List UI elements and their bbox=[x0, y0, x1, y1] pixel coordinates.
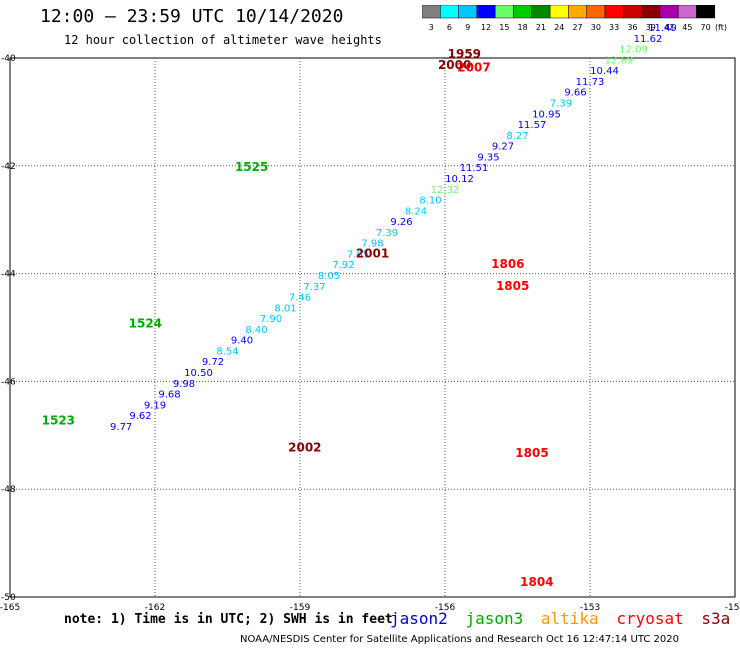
wave-height-label: 11.73 bbox=[576, 77, 605, 88]
pass-time-label: 1523 bbox=[42, 414, 75, 428]
legend-s3a: s3a bbox=[701, 609, 731, 628]
wave-height-label: 8.05 bbox=[318, 271, 340, 282]
wave-height-label: 11.57 bbox=[518, 120, 547, 131]
wave-height-label: 8.24 bbox=[405, 206, 427, 217]
colorbar-tick-label: 70 bbox=[701, 23, 711, 32]
wave-height-label: 11.49 bbox=[648, 23, 677, 34]
satellite-legend: jason2 jason3 altika cryosat s3a bbox=[390, 609, 738, 628]
wave-height-label: 7.39 bbox=[550, 99, 572, 110]
colorbar-tick-label: 9 bbox=[465, 23, 470, 32]
wave-height-label: 9.40 bbox=[231, 336, 253, 347]
wave-height-label: 10.95 bbox=[532, 109, 561, 120]
color-swatch bbox=[696, 5, 716, 19]
colorbar-tick-label: 18 bbox=[518, 23, 528, 32]
colorbar-tick-label: 6 bbox=[447, 23, 452, 32]
x-tick-label: -150 bbox=[725, 603, 740, 613]
wave-height-label: 7.98 bbox=[361, 239, 383, 250]
colorbar-tick-label: 3 bbox=[429, 23, 434, 32]
wave-height-label: 8.10 bbox=[419, 196, 441, 207]
footer-credit: NOAA/NESDIS Center for Satellite Applica… bbox=[240, 634, 679, 645]
wave-height-label: 9.27 bbox=[492, 142, 514, 153]
pass-time-label: 2002 bbox=[288, 440, 321, 454]
wave-height-label: 9.72 bbox=[202, 357, 224, 368]
wave-height-label: 9.19 bbox=[144, 400, 166, 411]
wave-height-label: 11.62 bbox=[634, 34, 663, 45]
wave-height-label: 7.90 bbox=[260, 314, 282, 325]
y-tick-label: -42 bbox=[1, 162, 16, 172]
x-tick-label: -153 bbox=[580, 603, 600, 613]
wave-height-label: 10.44 bbox=[590, 66, 619, 77]
footer-note: note: 1) Time is in UTC; 2) SWH is in fe… bbox=[64, 612, 393, 627]
chart-subtitle: 12 hour collection of altimeter wave hei… bbox=[64, 33, 382, 47]
y-tick-label: -46 bbox=[1, 377, 16, 387]
y-tick-label: -48 bbox=[1, 485, 16, 495]
x-tick-label: -159 bbox=[290, 603, 311, 613]
y-tick-label: -44 bbox=[1, 270, 16, 280]
wave-height-label: 9.62 bbox=[129, 411, 151, 422]
x-tick-label: -162 bbox=[145, 603, 165, 613]
colorbar-unit-label: (ft) bbox=[715, 23, 727, 32]
colorbar-tick-label: 42 bbox=[664, 23, 674, 32]
colorbar-tick-label: 27 bbox=[572, 23, 582, 32]
wave-height-label: 8.40 bbox=[245, 325, 267, 336]
wave-height-label: 10.50 bbox=[184, 368, 213, 379]
colorbar-tick-label: 30 bbox=[591, 23, 601, 32]
wave-height-label: 11.51 bbox=[460, 163, 489, 174]
wave-height-label: 9.68 bbox=[158, 390, 180, 401]
wave-height-label: 7.46 bbox=[289, 293, 311, 304]
wave-height-label: 7.65 bbox=[347, 249, 369, 260]
pass-time-label: 2007 bbox=[457, 60, 490, 74]
colorbar-tick-label: 15 bbox=[499, 23, 509, 32]
chart-title: 12:00 – 23:59 UTC 10/14/2020 bbox=[40, 6, 344, 27]
colorbar-tick-label: 21 bbox=[536, 23, 546, 32]
wave-height-label: 7.39 bbox=[376, 228, 398, 239]
pass-time-label: 1805 bbox=[515, 446, 548, 460]
colorbar-tick-label: 36 bbox=[627, 23, 637, 32]
colorbar-tick-label: 33 bbox=[609, 23, 619, 32]
wave-height-label: 8.01 bbox=[274, 303, 296, 314]
wave-height-label: 12.32 bbox=[431, 185, 460, 196]
pass-time-label: 2000 bbox=[438, 58, 471, 72]
colorbar-tick-label: 24 bbox=[554, 23, 564, 32]
legend-jason2: jason2 bbox=[390, 609, 448, 628]
wave-height-label: 12.69 bbox=[605, 55, 634, 66]
wave-height-label: 9.77 bbox=[110, 422, 132, 433]
colorbar-tick-label: 12 bbox=[481, 23, 491, 32]
wave-height-label: 10.12 bbox=[445, 174, 474, 185]
pass-time-label: 1804 bbox=[520, 575, 553, 589]
x-tick-label: -156 bbox=[435, 603, 456, 613]
pass-time-label: 1524 bbox=[129, 317, 162, 331]
pass-time-label: 1959 bbox=[448, 47, 481, 61]
pass-time-label: 1805 bbox=[496, 279, 529, 293]
legend-altika: altika bbox=[540, 609, 599, 628]
wave-height-label: 9.35 bbox=[477, 152, 499, 163]
plot-frame bbox=[9, 57, 736, 598]
pass-time-label: 2001 bbox=[356, 246, 389, 260]
colorbar-tick-label: 39 bbox=[646, 23, 656, 32]
wave-height-label: 7.37 bbox=[303, 282, 325, 293]
wave-height-label: 8.27 bbox=[506, 131, 528, 142]
colorbar-tick-label: 45 bbox=[682, 23, 692, 32]
pass-time-label: 1525 bbox=[235, 160, 268, 174]
y-tick-label: -50 bbox=[1, 593, 16, 603]
wave-height-label: 9.66 bbox=[564, 88, 586, 99]
y-tick-label: -40 bbox=[1, 54, 16, 64]
wave-height-label: 12.09 bbox=[619, 45, 648, 56]
color-scale-legend: 3 6 9 12 15 18 21 24 27 30 33 36 39 42 45 70 (ft) bbox=[422, 5, 727, 32]
wave-height-label: 7.92 bbox=[332, 260, 354, 271]
wave-height-label: 9.26 bbox=[390, 217, 412, 228]
legend-cryosat: cryosat bbox=[616, 609, 684, 628]
wave-height-label: 8.54 bbox=[216, 346, 238, 357]
legend-jason3: jason3 bbox=[465, 609, 524, 628]
x-tick-label: -165 bbox=[0, 603, 20, 613]
pass-time-label: 1806 bbox=[491, 257, 524, 271]
wave-height-label: 9.98 bbox=[173, 379, 195, 390]
